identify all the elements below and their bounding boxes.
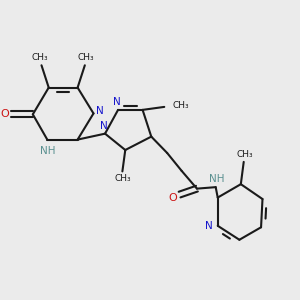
Text: O: O	[0, 109, 9, 119]
Text: NH: NH	[209, 174, 225, 184]
Text: N: N	[100, 121, 108, 131]
Text: CH₃: CH₃	[236, 150, 253, 159]
Text: CH₃: CH₃	[32, 53, 48, 62]
Text: N: N	[205, 221, 213, 231]
Text: NH: NH	[40, 146, 55, 157]
Text: CH₃: CH₃	[173, 101, 190, 110]
Text: N: N	[113, 98, 121, 107]
Text: N: N	[96, 106, 104, 116]
Text: O: O	[169, 193, 178, 202]
Text: CH₃: CH₃	[114, 174, 131, 183]
Text: CH₃: CH₃	[78, 53, 94, 62]
